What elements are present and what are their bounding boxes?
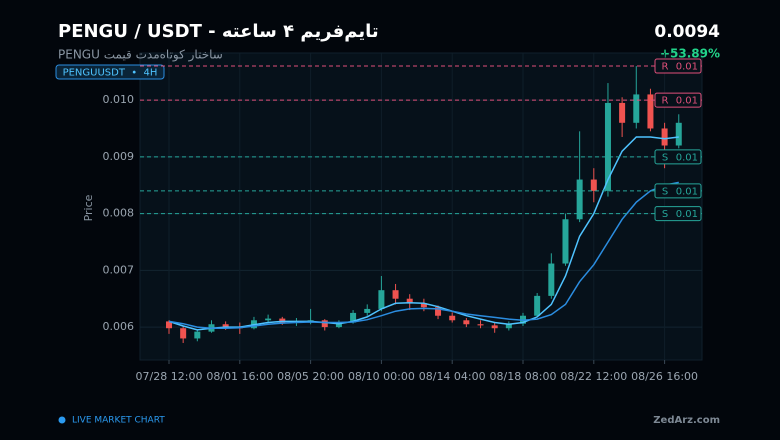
level-label: 0.01 [676,209,698,220]
live-dot [58,416,66,424]
footer-left: LIVE MARKET CHART [72,416,165,426]
y-tick-label: 0.008 [103,207,135,220]
x-tick-label: 08/10 00:00 [348,370,415,383]
candle-body [435,307,442,316]
price-change: +53.89% [660,47,720,61]
y-axis-label: Price [82,194,95,221]
badge-box [55,64,165,80]
candle-body [364,308,371,313]
y-tick-label: 0.009 [103,150,135,163]
x-tick-label: 08/05 20:00 [277,370,344,383]
x-tick-label: 08/22 12:00 [560,370,627,383]
level-box [654,149,702,165]
candle-body [534,295,541,316]
candle-body [279,318,286,323]
candle-body [350,312,357,323]
level-box [654,206,702,222]
candle-body [321,320,328,328]
moving-average [168,181,679,329]
candle-body [562,219,569,264]
candle-body [265,318,272,321]
candle-body [576,179,583,220]
level-side: R [662,62,669,73]
plot-area [139,52,703,361]
chart-title: PENGU / USDT - تایم‌فریم ۴ ساعته [58,21,379,42]
level-side: S [662,152,668,163]
last-price: 0.0094 [654,22,720,42]
candle-body [633,94,640,123]
candle-body [675,122,682,146]
candle-body [222,324,229,328]
level-label: 0.01 [676,186,698,197]
level-side: R [662,96,669,107]
candle-body [180,328,187,339]
x-tick-label: 08/14 04:00 [419,370,486,383]
candle-body [378,290,385,309]
candle-body [335,322,342,328]
x-tick-label: 08/18 08:00 [490,370,557,383]
footer-right: ZedArz.com [653,415,720,426]
x-tick-label: 08/26 16:00 [631,370,698,383]
level-side: S [662,186,668,197]
subtitle: PENGU ساختار کوتاه‌مدت قیمت [58,48,223,63]
candle-body [647,94,654,129]
badge: PENGUUSDT • 4H [63,68,158,79]
candle-body [491,325,498,329]
candle-body [463,320,470,325]
level-side: S [662,209,668,220]
level-label: 0.01 [676,96,698,107]
candle-body [194,331,201,339]
candle-body [619,102,626,123]
candle-body [449,315,456,321]
candle-body [406,298,413,304]
candle-body [548,263,555,296]
y-tick-label: 0.010 [103,93,135,106]
candle-body [420,303,427,308]
moving-average [168,136,679,331]
x-tick-label: 08/01 16:00 [206,370,273,383]
candle-body [392,290,399,299]
candle-body [166,321,172,329]
level-box [654,183,702,199]
level-box [654,92,702,108]
y-tick-label: 0.006 [103,320,135,333]
x-tick-label: 07/28 12:00 [136,370,203,383]
candle-body [661,128,668,146]
y-tick-label: 0.007 [103,263,135,276]
candle-body [477,324,484,326]
candle-body [604,102,611,191]
level-label: 0.01 [676,152,698,163]
candle-body [505,323,512,329]
level-box [654,58,702,74]
level-label: 0.01 [676,62,698,73]
candle-body [590,179,597,191]
